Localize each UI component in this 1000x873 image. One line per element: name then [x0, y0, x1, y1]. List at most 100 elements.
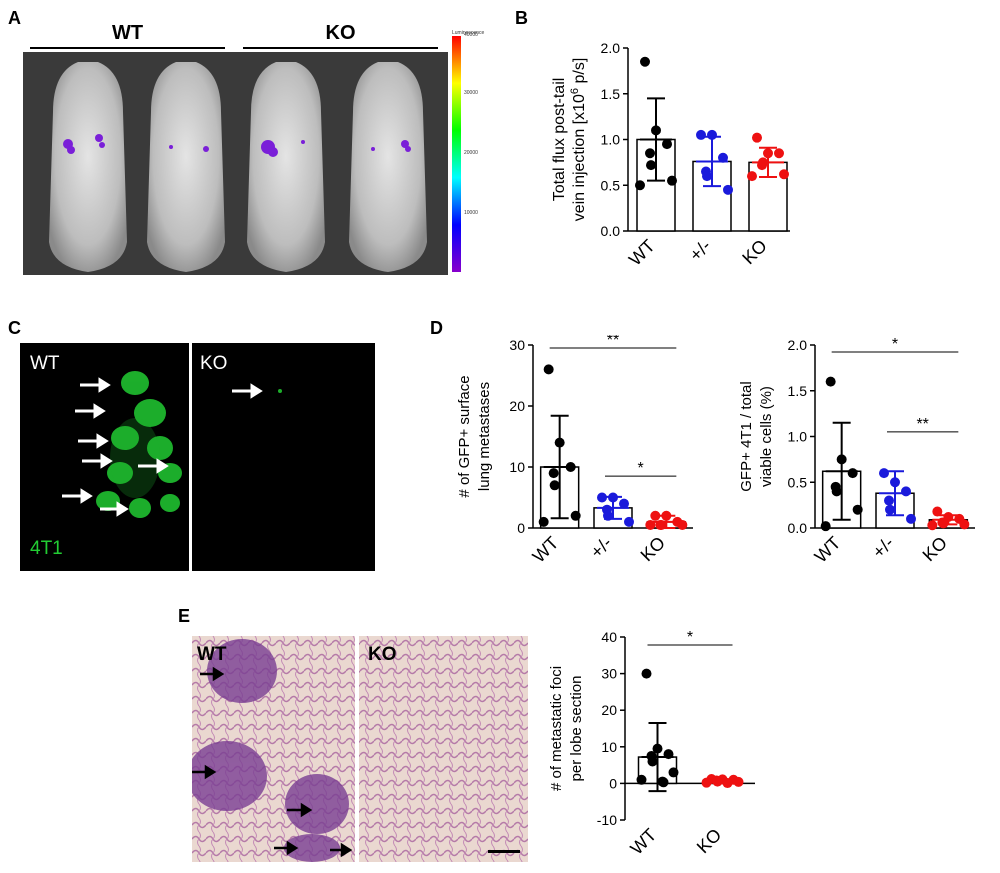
panel-a-wt-label: WT — [111, 22, 144, 44]
y-tick-label: 40 — [601, 629, 617, 645]
significance-label: ** — [607, 335, 619, 349]
x-tick-label: +/- — [586, 533, 615, 562]
y-tick-label: 0 — [609, 775, 617, 791]
data-point — [758, 157, 768, 168]
chart-b: 0.0 0.5 1.0 1.5 2.0 Total flux post-tail vein … — [551, 40, 790, 270]
x-tick-label: WT — [811, 533, 845, 567]
x-tick-label: +/- — [685, 236, 714, 265]
x-tick-label: WT — [529, 533, 563, 567]
mouse-3 — [247, 62, 325, 272]
data-point — [661, 510, 672, 521]
mouse-1 — [49, 62, 127, 272]
panel-c-arrows — [62, 377, 263, 517]
data-point — [668, 767, 679, 778]
data-point — [652, 743, 663, 754]
data-point — [645, 148, 655, 159]
mouse-4 — [349, 62, 427, 272]
data-point — [836, 454, 847, 465]
data-point — [565, 462, 576, 472]
chart-d1: 0 10 20 30 # of GFP+ surface lung metastases W… — [456, 335, 693, 567]
data-point — [548, 468, 559, 479]
data-point — [779, 169, 789, 180]
data-point — [932, 506, 943, 517]
significance-label: * — [638, 460, 644, 477]
colorbar-title: Luminescence — [452, 30, 485, 36]
panel-e-wt-label: WT — [197, 644, 227, 665]
y-tick-label: -10 — [597, 812, 617, 828]
panel-a-ko-bracket — [243, 47, 438, 49]
y-axis-label: # of GFP+ surface lung metastases — [456, 375, 493, 497]
data-point — [554, 437, 565, 448]
data-point — [847, 468, 858, 479]
panel-letter-a: A — [8, 8, 21, 28]
y-axis-label-line-1: # of GFP+ surface — [456, 375, 473, 497]
mouse-2 — [147, 62, 225, 272]
data-point — [884, 495, 894, 506]
panel-a-group-wt: WT — [30, 22, 225, 49]
data-point — [570, 510, 581, 521]
data-point — [597, 492, 607, 503]
data-point — [677, 519, 688, 530]
chart-d2: 0.0 0.5 1.0 1.5 2.0 GFP+ 4T1 / total viable ce… — [738, 336, 975, 567]
y-axis-label: Total flux post-tail vein injection [x106… — [551, 58, 588, 222]
data-point — [712, 776, 723, 787]
panel-c-4t1-label: 4T1 — [30, 538, 63, 559]
y-tick-label: 2.0 — [601, 40, 621, 56]
x-tick-label: KO — [738, 236, 771, 269]
panel-a-ko-label: KO — [325, 22, 356, 44]
y-axis-label-line-2: per lobe section — [568, 676, 585, 782]
panel-e-arrows — [192, 666, 353, 858]
colorbar-tick-4: 10000 — [464, 210, 478, 216]
data-point — [825, 376, 836, 387]
y-tick-label: 0.5 — [788, 474, 808, 490]
data-point — [701, 777, 712, 788]
chart-e: -10 0 10 20 30 40 # of metastatic foci per lobe… — [548, 629, 755, 859]
data-point — [641, 668, 652, 679]
x-tick-label: KO — [637, 533, 670, 566]
y-tick-label: 30 — [601, 666, 617, 682]
luminescence-signals — [63, 134, 411, 157]
data-point — [640, 56, 650, 67]
y-axis-label-line-2: lung metastases — [476, 382, 493, 491]
data-point — [890, 477, 900, 488]
data-point — [722, 778, 733, 789]
panel-letter-e: E — [178, 606, 191, 626]
y-tick-label: 20 — [601, 702, 617, 718]
colorbar-tick-3: 20000 — [464, 150, 478, 156]
x-tick-label: KO — [693, 825, 726, 858]
panel-a-mice-svg — [23, 52, 448, 275]
y-tick-label: 0.5 — [601, 177, 621, 193]
y-tick-label: 1.0 — [601, 132, 621, 148]
data-point — [650, 510, 661, 521]
data-point — [707, 129, 717, 140]
data-point — [663, 749, 674, 760]
data-point — [636, 774, 647, 785]
scale-bar — [488, 850, 520, 853]
data-point — [543, 364, 554, 375]
data-point — [662, 139, 672, 150]
data-point — [646, 160, 656, 171]
luminescence-colorbar — [452, 36, 461, 272]
panel-e-ko-label: KO — [368, 644, 397, 665]
data-point — [718, 152, 728, 163]
y-axis-label-line-2: viable cells (%) — [758, 386, 775, 487]
data-point — [723, 184, 733, 195]
data-point — [763, 148, 773, 159]
y-tick-label: 0.0 — [788, 520, 808, 536]
data-point — [656, 519, 667, 530]
x-tick-label: +/- — [868, 533, 897, 562]
data-point — [619, 498, 629, 509]
data-point — [906, 513, 916, 524]
data-point — [538, 516, 549, 527]
data-point — [831, 486, 842, 497]
panel-letter-d: D — [430, 318, 443, 338]
data-point — [651, 125, 661, 136]
panel-c-divider — [189, 343, 192, 571]
y-tick-label: 1.5 — [788, 383, 808, 399]
data-point — [645, 519, 656, 530]
data-point — [774, 148, 784, 159]
data-point — [959, 519, 970, 530]
data-point — [603, 510, 613, 521]
data-point — [879, 468, 889, 479]
y-axis-label: GFP+ 4T1 / total viable cells (%) — [738, 381, 775, 491]
